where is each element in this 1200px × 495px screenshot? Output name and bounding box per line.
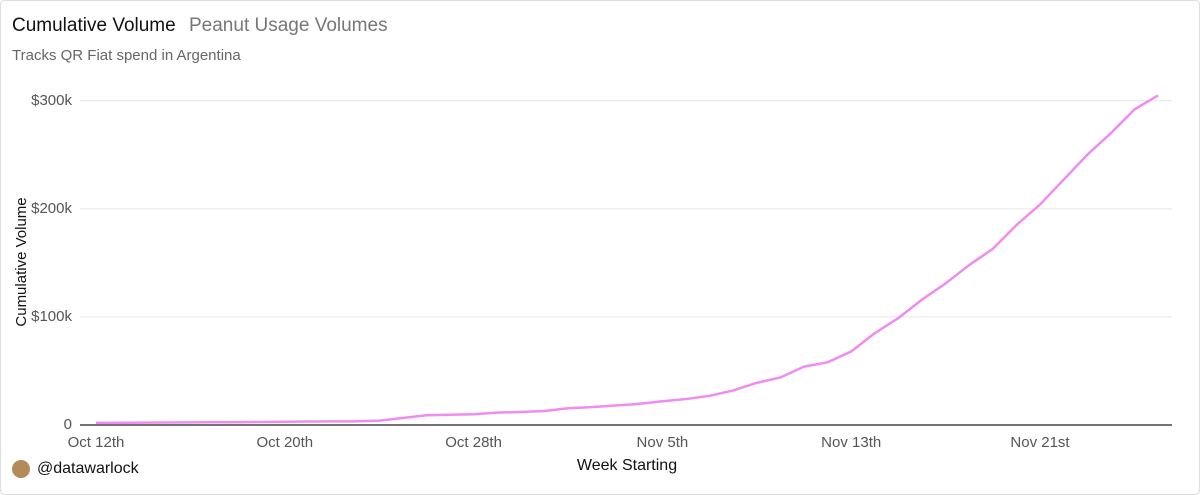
chart-description: Tracks QR Fiat spend in Argentina xyxy=(12,47,241,64)
credit: @datawarlock xyxy=(37,460,140,477)
y-tick-label: $300k xyxy=(31,92,72,109)
x-tick-label: Nov 21st xyxy=(1010,434,1070,451)
x-axis-label: Week Starting xyxy=(577,457,677,474)
x-tick-label: Oct 12th xyxy=(68,434,125,451)
x-tick-label: Nov 5th xyxy=(637,434,689,451)
line xyxy=(95,94,1159,425)
y-tick-label: $100k xyxy=(31,308,72,325)
x-tick-label: Oct 20th xyxy=(256,434,313,451)
y-tick-label: 0 xyxy=(64,416,72,433)
chart-subtitle: Peanut Usage Volumes xyxy=(189,15,388,36)
x-tick-label: Nov 13th xyxy=(821,434,881,451)
avatar xyxy=(12,460,30,478)
chart-title: Cumulative Volume xyxy=(12,15,176,36)
y-tick-label: $200k xyxy=(31,200,72,217)
x-tick-label: Oct 28th xyxy=(445,434,502,451)
y-axis-label: Cumulative Volume xyxy=(13,197,30,326)
